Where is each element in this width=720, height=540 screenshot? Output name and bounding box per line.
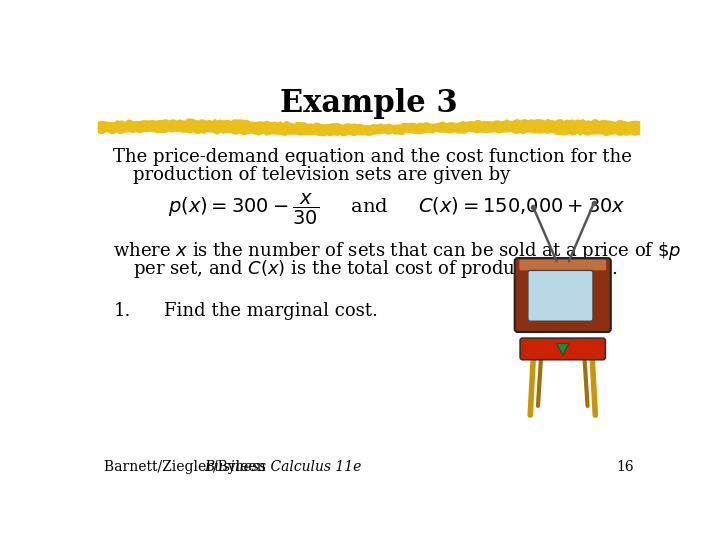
Text: 16: 16 [616,460,634,474]
Text: Barnett/Ziegler/Byleen: Barnett/Ziegler/Byleen [104,460,270,474]
Text: Business Calculus 11e: Business Calculus 11e [204,460,362,474]
FancyBboxPatch shape [515,258,611,332]
Text: production of television sets are given by: production of television sets are given … [132,166,510,184]
Text: where $x$ is the number of sets that can be sold at a price of $\$p$: where $x$ is the number of sets that can… [113,240,682,262]
Text: 1.: 1. [113,302,130,320]
Text: The price-demand equation and the cost function for the: The price-demand equation and the cost f… [113,148,632,166]
FancyBboxPatch shape [519,260,606,271]
FancyBboxPatch shape [528,271,593,321]
Polygon shape [557,343,569,355]
Text: Find the marginal cost.: Find the marginal cost. [163,302,377,320]
Text: Example 3: Example 3 [280,88,458,119]
Polygon shape [98,118,640,137]
FancyBboxPatch shape [520,338,606,360]
Text: $p(x) = 300 - \dfrac{x}{30}$     and     $C(x) = 150{,}000 + 30x$: $p(x) = 300 - \dfrac{x}{30}$ and $C(x) =… [168,192,625,227]
Text: per set, and $C(x)$ is the total cost of producing $x$ sets.: per set, and $C(x)$ is the total cost of… [132,258,618,280]
